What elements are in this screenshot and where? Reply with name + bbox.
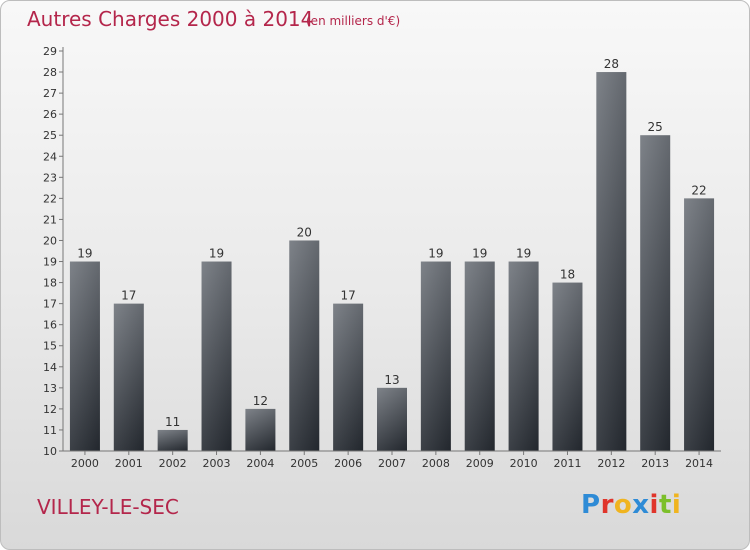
x-tick-label: 2007: [378, 457, 406, 470]
bar-shade: [157, 429, 188, 451]
bar-shade: [289, 240, 320, 451]
commune-name: VILLEY-LE-SEC: [37, 495, 179, 519]
y-tick-label: 29: [43, 45, 57, 58]
bar-value-label: 13: [384, 373, 399, 387]
bar-value-label: 17: [340, 289, 355, 303]
bar-value-label: 11: [165, 415, 180, 429]
x-tick-label: 2003: [203, 457, 231, 470]
bar-shade: [508, 261, 539, 451]
logo-letter: P: [581, 490, 601, 520]
logo-letter: i: [649, 490, 659, 520]
x-tick-label: 2006: [334, 457, 362, 470]
bar-value-label: 18: [560, 268, 575, 282]
bar-value-label: 19: [428, 247, 443, 261]
y-tick-label: 11: [43, 424, 57, 437]
bar-value-label: 19: [209, 247, 224, 261]
bar-value-label: 22: [691, 183, 706, 197]
bar-value-label: 19: [77, 247, 92, 261]
bar-shade: [377, 387, 407, 451]
x-tick-label: 2000: [71, 457, 99, 470]
logo-letter: r: [600, 490, 614, 520]
y-tick-label: 25: [43, 129, 57, 142]
bar-value-label: 17: [121, 289, 136, 303]
y-tick-label: 20: [43, 234, 57, 247]
y-tick-label: 12: [43, 403, 57, 416]
x-tick-label: 2013: [641, 457, 669, 470]
bar-value-label: 19: [472, 247, 487, 261]
logo-letter: o: [613, 490, 633, 520]
y-tick-label: 22: [43, 192, 57, 205]
bar-value-label: 20: [297, 225, 312, 239]
y-tick-label: 23: [43, 171, 57, 184]
bar-shade: [113, 303, 144, 451]
bar-shade: [640, 135, 671, 452]
x-tick-label: 2005: [290, 457, 318, 470]
x-tick-label: 2004: [246, 457, 274, 470]
bar-shade: [684, 198, 715, 451]
x-tick-label: 2011: [553, 457, 581, 470]
bar-shade: [333, 303, 364, 451]
bar-value-label: 19: [516, 247, 531, 261]
y-tick-label: 21: [43, 213, 57, 226]
x-tick-label: 2009: [466, 457, 494, 470]
logo-letter: i: [671, 490, 682, 520]
bar-shade: [552, 282, 583, 451]
x-tick-label: 2014: [685, 457, 713, 470]
bar-shade: [420, 261, 451, 451]
x-tick-label: 2012: [597, 457, 625, 470]
bar-shade: [596, 72, 627, 451]
bar-value-label: 25: [648, 120, 663, 134]
y-tick-label: 16: [43, 319, 57, 332]
y-tick-label: 18: [43, 277, 57, 290]
x-tick-label: 2008: [422, 457, 450, 470]
x-tick-label: 2001: [115, 457, 143, 470]
y-tick-label: 28: [43, 66, 57, 79]
bar-value-label: 12: [253, 394, 268, 408]
proxiti-logo: Proxiti: [581, 490, 681, 520]
x-tick-label: 2010: [510, 457, 538, 470]
bar-shade: [201, 261, 232, 451]
y-tick-label: 27: [43, 87, 57, 100]
logo-letter: x: [632, 490, 650, 520]
y-tick-label: 24: [43, 150, 57, 163]
chart-title: Autres Charges 2000 à 2014: [27, 7, 314, 31]
x-tick-label: 2002: [159, 457, 187, 470]
logo-letter: t: [658, 490, 672, 520]
y-tick-label: 10: [43, 445, 57, 458]
chart-subtitle: (en milliers d'€): [306, 14, 401, 28]
bar-shade: [245, 408, 276, 451]
y-tick-label: 26: [43, 108, 57, 121]
y-tick-label: 13: [43, 382, 57, 395]
y-tick-label: 17: [43, 298, 57, 311]
bar-value-label: 28: [604, 57, 619, 71]
y-tick-label: 15: [43, 340, 57, 353]
y-tick-label: 19: [43, 256, 57, 269]
bar-shade: [69, 261, 100, 451]
y-tick-label: 14: [43, 361, 57, 374]
bar-shade: [464, 261, 495, 451]
